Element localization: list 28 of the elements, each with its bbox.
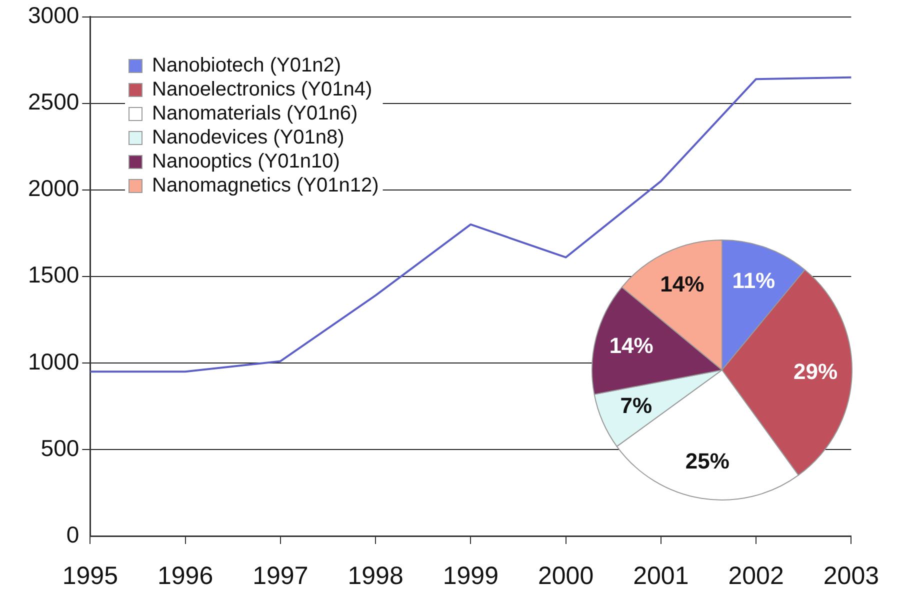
x-tick-label: 1999 bbox=[442, 562, 498, 590]
y-tick-label: 2000 bbox=[28, 175, 80, 202]
x-tick-label: 1995 bbox=[62, 562, 118, 590]
x-tick-label: 2003 bbox=[823, 562, 880, 590]
y-tick-label: 1000 bbox=[28, 348, 80, 374]
x-tick-label: 1996 bbox=[157, 562, 214, 590]
legend-label: Nanobiotech (Y01n2) bbox=[152, 54, 342, 77]
y-tick-label: 1500 bbox=[28, 262, 80, 288]
x-tick-label: 2002 bbox=[728, 562, 784, 590]
legend-label: Nanomaterials (Y01n6) bbox=[152, 102, 358, 125]
x-tick-label: 1997 bbox=[252, 562, 308, 590]
x-tick-label: 2000 bbox=[538, 562, 594, 590]
data-label: 25% bbox=[685, 448, 730, 474]
data-label: 14% bbox=[609, 332, 654, 358]
y-tick-label: 3000 bbox=[28, 2, 80, 28]
legend-label: Nanodevices (Y01n8) bbox=[152, 126, 344, 149]
data-label: 29% bbox=[794, 359, 838, 384]
data-label: 14% bbox=[660, 271, 704, 296]
y-tick-label: 500 bbox=[40, 434, 80, 461]
x-tick-label: 1998 bbox=[348, 562, 404, 590]
x-tick-label: 2001 bbox=[633, 562, 689, 590]
data-label: 7% bbox=[620, 393, 652, 418]
y-tick-label: 2500 bbox=[28, 88, 80, 115]
legend-label: Nanooptics (Y01n10) bbox=[152, 150, 340, 173]
data-label: 11% bbox=[732, 268, 776, 293]
legend-label: Nanoelectronics (Y01n4) bbox=[152, 78, 372, 101]
legend-label: Nanomagnetics (Y01n12) bbox=[152, 174, 379, 197]
y-tick-label: 0 bbox=[66, 521, 80, 548]
